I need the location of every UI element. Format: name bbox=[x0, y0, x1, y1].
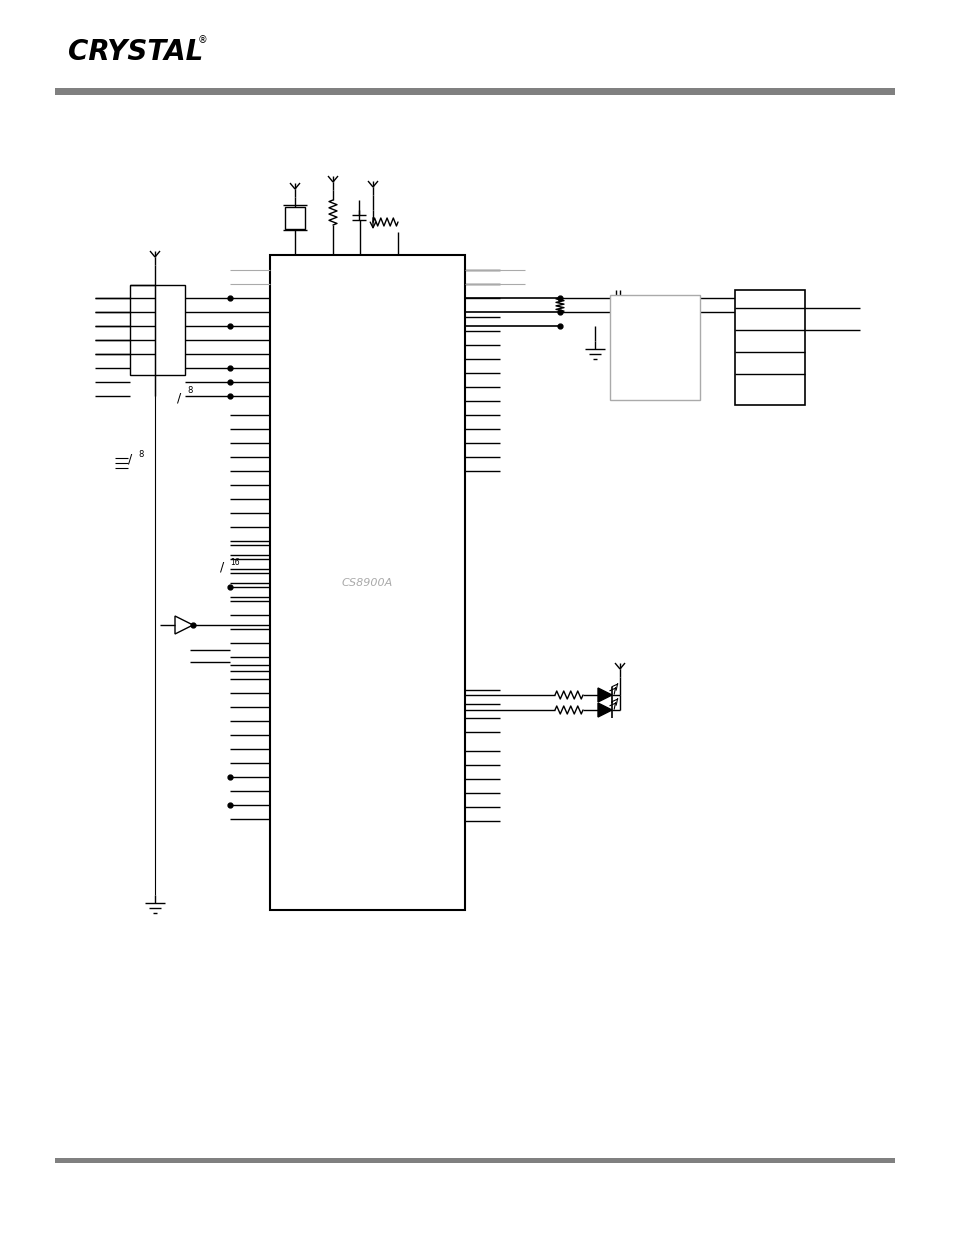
Bar bbox=[55, 88, 894, 95]
Polygon shape bbox=[598, 688, 612, 701]
Bar bbox=[734, 290, 804, 405]
Text: 8: 8 bbox=[187, 387, 193, 395]
Bar bbox=[609, 295, 700, 400]
Text: /: / bbox=[128, 452, 132, 466]
Polygon shape bbox=[598, 703, 612, 718]
Text: CS8900A: CS8900A bbox=[341, 578, 393, 588]
Text: 16: 16 bbox=[230, 558, 239, 567]
Text: 8: 8 bbox=[138, 450, 143, 459]
Bar bbox=[285, 207, 305, 228]
Text: /: / bbox=[220, 559, 224, 573]
Text: /: / bbox=[177, 391, 181, 405]
Text: CRYSTAL: CRYSTAL bbox=[68, 38, 203, 65]
Bar bbox=[130, 285, 185, 375]
Bar bbox=[270, 254, 464, 910]
Bar bbox=[55, 1158, 894, 1163]
Text: ®: ® bbox=[198, 35, 208, 44]
